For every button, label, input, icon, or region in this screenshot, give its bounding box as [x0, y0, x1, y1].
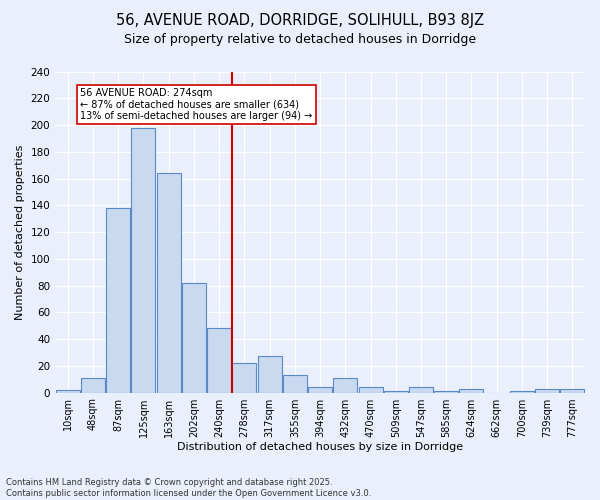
Bar — [359, 387, 383, 392]
Bar — [257, 356, 281, 392]
Text: Size of property relative to detached houses in Dorridge: Size of property relative to detached ho… — [124, 32, 476, 46]
Y-axis label: Number of detached properties: Number of detached properties — [15, 144, 25, 320]
Bar — [460, 388, 484, 392]
Bar — [81, 378, 105, 392]
Bar — [334, 378, 357, 392]
Bar — [308, 387, 332, 392]
Bar — [157, 173, 181, 392]
Bar — [510, 391, 534, 392]
Text: 56 AVENUE ROAD: 274sqm
← 87% of detached houses are smaller (634)
13% of semi-de: 56 AVENUE ROAD: 274sqm ← 87% of detached… — [80, 88, 313, 121]
Bar — [535, 388, 559, 392]
Bar — [182, 283, 206, 393]
Bar — [207, 328, 231, 392]
Bar — [56, 390, 80, 392]
Bar — [560, 388, 584, 392]
Bar — [131, 128, 155, 392]
Bar — [409, 387, 433, 392]
Bar — [434, 391, 458, 392]
Text: 56, AVENUE ROAD, DORRIDGE, SOLIHULL, B93 8JZ: 56, AVENUE ROAD, DORRIDGE, SOLIHULL, B93… — [116, 12, 484, 28]
Text: Contains HM Land Registry data © Crown copyright and database right 2025.
Contai: Contains HM Land Registry data © Crown c… — [6, 478, 371, 498]
Bar — [106, 208, 130, 392]
Bar — [384, 391, 408, 392]
X-axis label: Distribution of detached houses by size in Dorridge: Distribution of detached houses by size … — [177, 442, 463, 452]
Bar — [232, 363, 256, 392]
Bar — [283, 375, 307, 392]
